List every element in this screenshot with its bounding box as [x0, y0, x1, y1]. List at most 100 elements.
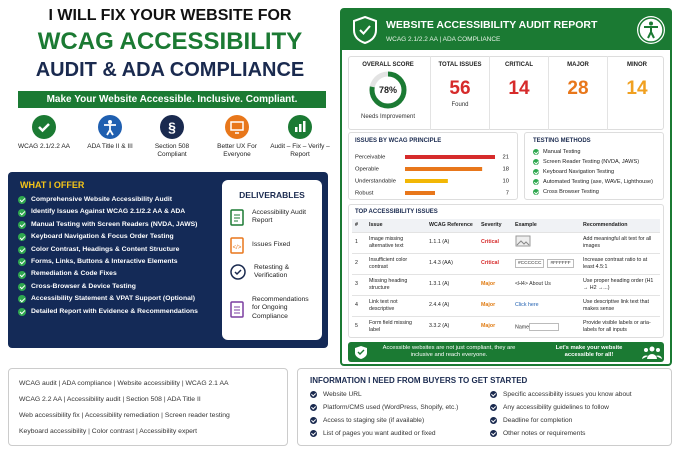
example-text: Name	[515, 324, 530, 331]
principles-chart: Perceivable 21 Operable 18 Understandable 10 R…	[355, 155, 509, 197]
issue-ref: 2.4.4 (A)	[426, 294, 478, 316]
testing-item: Screen Reader Testing (NVDA, JAWS)	[533, 159, 639, 165]
check-icon	[18, 307, 26, 316]
issue-severity: Critical	[478, 231, 512, 253]
info-item: Platform/CMS used (WordPress, Shopify, e…	[310, 404, 458, 411]
check-icon	[18, 270, 26, 279]
feature-label: Better UX For Everyone	[217, 143, 257, 158]
offer-text: Manual Testing with Screen Readers (NVDA…	[31, 220, 198, 228]
headline: AUDIT & ADA COMPLIANCE	[35, 59, 305, 81]
report-banner: Accessible websites are not just complia…	[348, 342, 664, 362]
check-icon	[490, 391, 497, 398]
headline: I WILL FIX YOUR WEBSITE FOR	[48, 7, 292, 24]
feature-label: Audit – Fix – Verify – Report	[270, 143, 330, 158]
check-icon	[310, 430, 317, 437]
principle-bar	[405, 155, 495, 159]
offer-text: Remediation & Code Fixes	[31, 270, 117, 278]
image-glyph	[516, 240, 530, 246]
issue-ref: 1.3.1 (A)	[426, 273, 478, 295]
offer-panel: WHAT I OFFER Comprehensive Website Acces…	[8, 172, 328, 348]
table-header: # Issue WCAG Reference Severity Example Recom…	[352, 219, 660, 232]
testing-card: TESTING METHODS Manual Testing Screen Rea…	[524, 132, 664, 200]
tag-line: WCAG 2.2 AA | Accessibility audit | Sect…	[19, 396, 201, 403]
offer-item: Cross-Browser & Device Testing	[18, 281, 228, 293]
check-icon	[18, 220, 26, 229]
table-heading: Example	[512, 219, 580, 232]
check-icon	[533, 179, 539, 185]
tagline: Make Your Website Accessible. Inclusive.…	[18, 91, 326, 108]
principle-label: Operable	[355, 167, 379, 173]
ring-value	[369, 71, 407, 109]
info-title: INFORMATION I NEED FROM BUYERS TO GET ST…	[310, 376, 528, 385]
info-item: Access to staging site (if available)	[310, 417, 424, 424]
offer-item: Forms, Links, Buttons & Interactive Elem…	[18, 256, 228, 268]
offer-item: Color Contrast, Headings & Content Struc…	[18, 244, 228, 256]
check-icon	[18, 282, 26, 291]
table-heading: Recommendation	[580, 219, 660, 232]
principle-bar	[405, 191, 435, 195]
accessibility-icon	[637, 16, 665, 44]
check-icon	[18, 233, 26, 242]
check-icon	[18, 196, 26, 205]
check-icon	[18, 295, 26, 304]
info-text: Platform/CMS used (WordPress, Shopify, e…	[323, 404, 459, 411]
table-heading: #	[352, 219, 366, 232]
stat-label: MAJOR	[567, 62, 589, 68]
deliverable: Retesting & Verification	[230, 264, 318, 281]
principle-value: 18	[503, 167, 509, 173]
report-header: WEBSITE ACCESSIBILITY AUDIT REPORT WCAG …	[342, 10, 670, 50]
svg-text:</>: </>	[233, 245, 242, 251]
stat-note: Found	[451, 102, 469, 108]
stat-value: 28	[567, 78, 589, 99]
score-ring	[369, 71, 407, 109]
people-icon	[642, 346, 662, 359]
info-box: INFORMATION I NEED FROM BUYERS TO GET ST…	[297, 368, 672, 446]
issue-severity: Major	[478, 315, 512, 337]
offer-title: WHAT I OFFER	[20, 180, 85, 190]
info-text: Access to staging site (if available)	[323, 417, 425, 424]
issue-text: Missing heading structure	[366, 273, 426, 295]
offer-text: Accessibility Statement & VPAT Support (…	[31, 295, 196, 303]
table-heading: Issue	[366, 219, 426, 232]
stat-label: TOTAL ISSUES	[438, 62, 482, 68]
issues-title: TOP ACCESSIBILITY ISSUES	[355, 209, 438, 215]
example-text: Click here	[515, 302, 539, 309]
offer-item: Detailed Report with Evidence & Recommen…	[18, 306, 228, 318]
deliverable-label: Retesting & Verification	[254, 264, 290, 280]
issue-text: Form field missing label	[366, 315, 426, 337]
image-icon	[515, 235, 531, 247]
score-box: OVERALL SCORE 78% Needs Improvement	[348, 56, 428, 130]
svg-text:§: §	[168, 119, 176, 135]
issue-recommendation: Use proper heading order (H1 → H2 →...)	[580, 273, 660, 295]
check-icon	[490, 430, 497, 437]
stat-value: 14	[626, 78, 648, 99]
testing-item: Cross Browser Testing	[533, 189, 599, 195]
banner-text: Accessible websites are not just complia…	[382, 345, 516, 359]
stats-card	[348, 56, 664, 130]
principle-bar	[405, 167, 483, 171]
check-icon	[310, 404, 317, 411]
tags-box: WCAG audit | ADA compliance | Website ac…	[8, 368, 288, 446]
report-title: WEBSITE ACCESSIBILITY AUDIT REPORT	[386, 19, 598, 31]
offer-text: Cross-Browser & Device Testing	[31, 282, 136, 290]
offer-item: Keyboard Navigation & Focus Order Testin…	[18, 231, 228, 243]
principle-label: Perceivable	[355, 155, 385, 161]
stat-label: CRITICAL	[505, 62, 533, 68]
issue-text: Insufficient color contrast	[366, 252, 426, 274]
info-item: Any accessibility guidelines to follow	[490, 404, 609, 411]
testing-text: Keyboard Navigation Testing	[543, 169, 615, 175]
table-body: 1 Image missing alternative text 1.1.1 (A)…	[352, 231, 660, 337]
info-text: Deadline for completion	[503, 417, 573, 424]
tag-line: WCAG audit | ADA compliance | Website ac…	[19, 380, 229, 387]
stat: CRITICAL 14	[489, 56, 548, 130]
principles-card: ISSUES BY WCAG PRINCIPLE Perceivable 21 Op…	[348, 132, 518, 200]
issues-table: # Issue WCAG Reference Severity Example Recom…	[352, 219, 660, 337]
offer-text: Forms, Links, Buttons & Interactive Elem…	[31, 257, 178, 265]
stat: MINOR 14	[607, 56, 666, 130]
report: WEBSITE ACCESSIBILITY AUDIT REPORT WCAG …	[340, 8, 672, 366]
info-text: Website URL	[323, 391, 362, 398]
principle-value: 10	[503, 179, 509, 185]
testing-text: Screen Reader Testing (NVDA, JAWS)	[543, 159, 640, 165]
issue-num: 3	[352, 273, 366, 295]
issue-severity: Critical	[478, 252, 512, 274]
